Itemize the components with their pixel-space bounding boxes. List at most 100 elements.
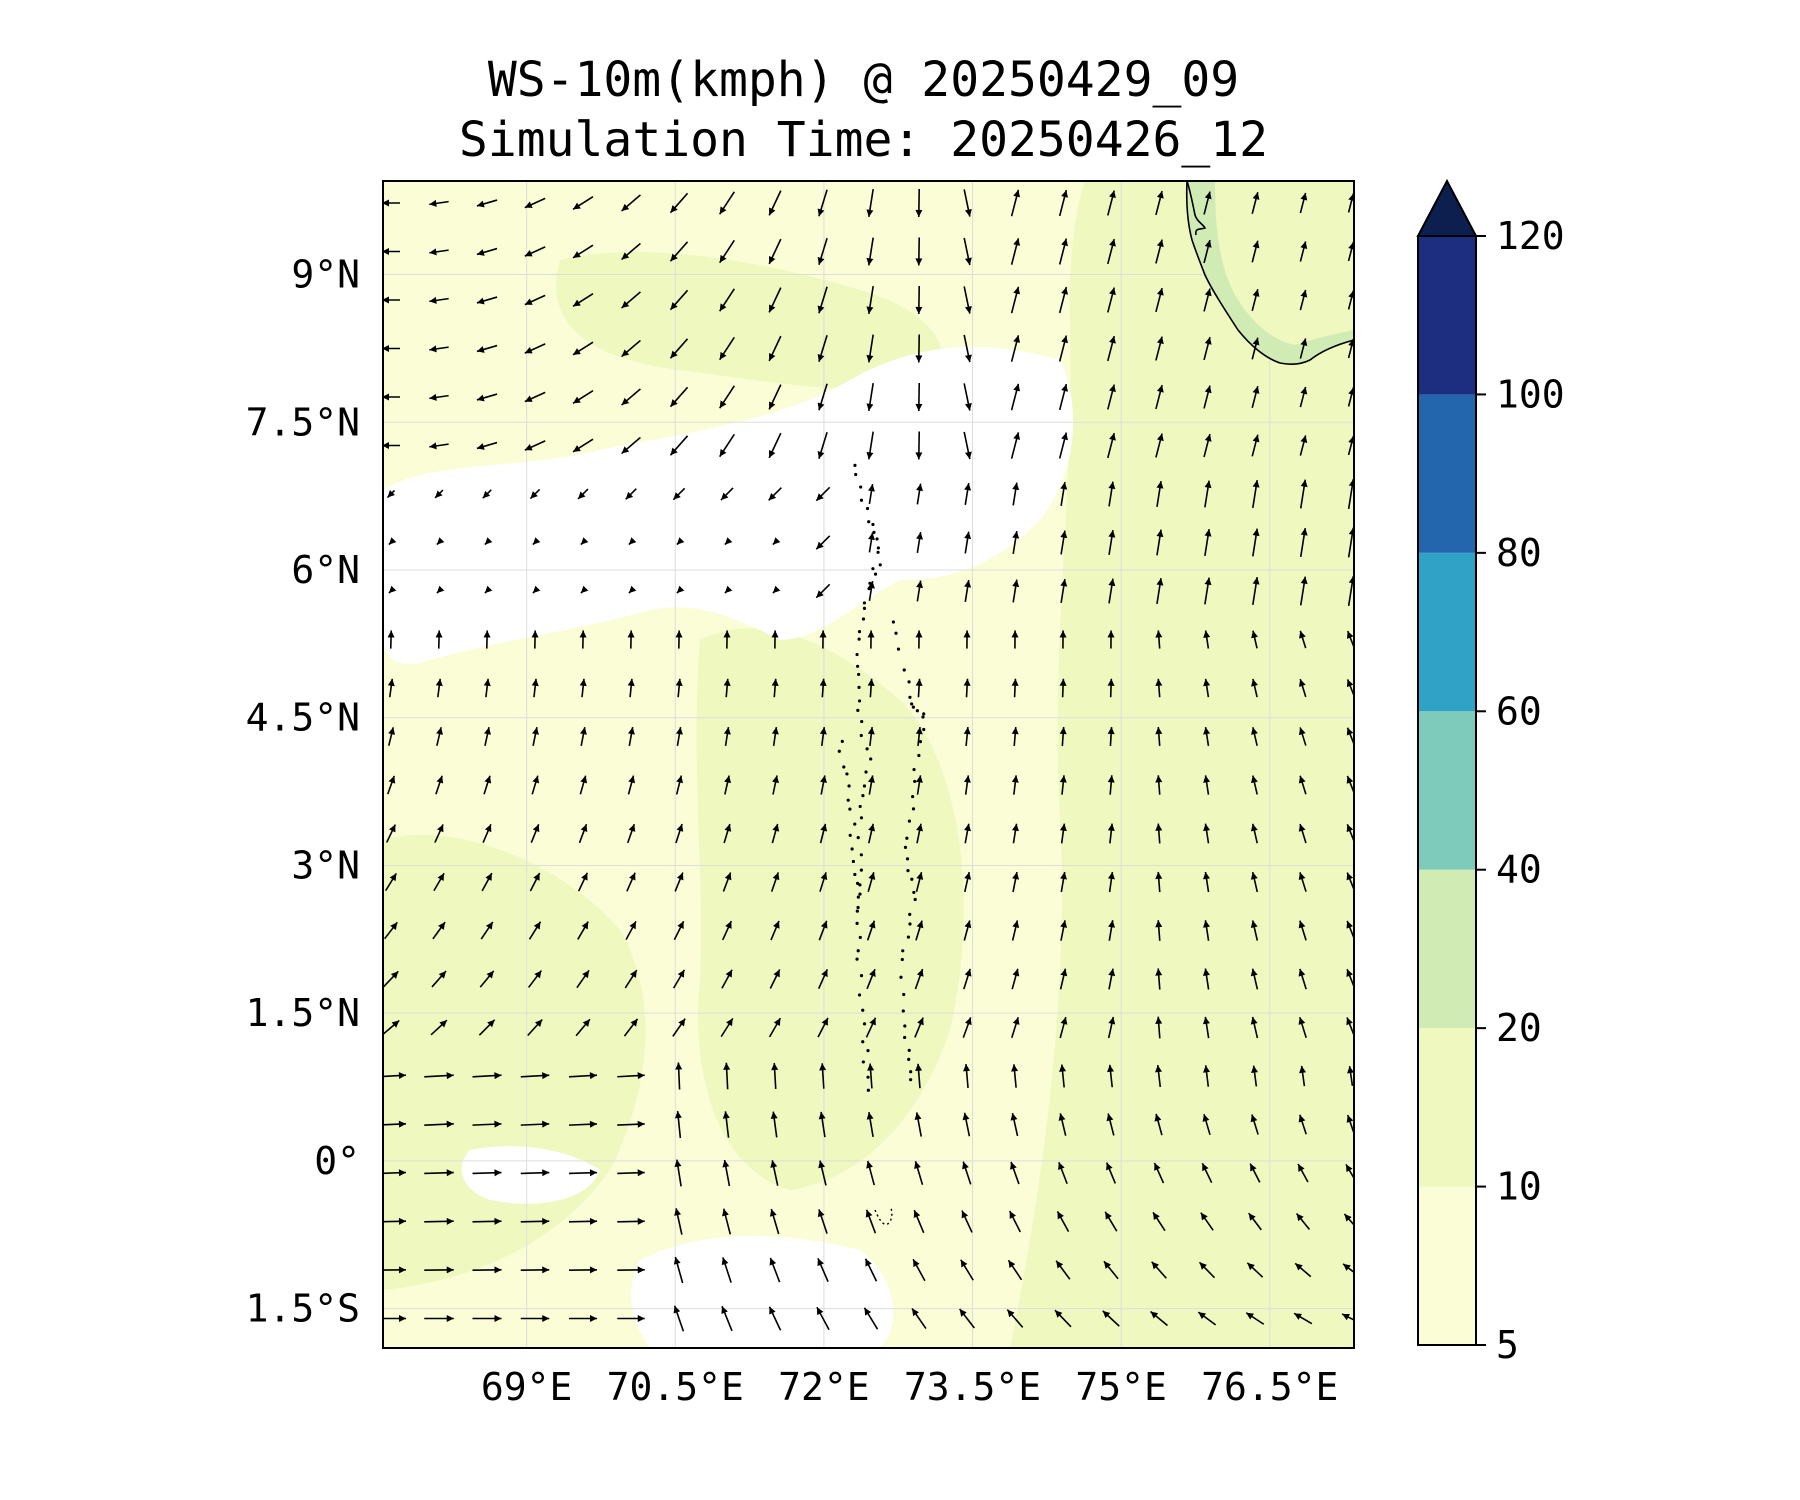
wind-arrow [478,1019,496,1036]
wind-arrow [720,487,734,501]
wind-arrow [1155,190,1164,216]
island-dot [902,668,906,672]
island-dot [900,957,904,962]
wind-arrow [866,431,874,460]
wind-arrow [572,244,594,259]
wind-arrow [476,296,498,305]
wind-arrow [1010,432,1021,459]
wind-arrow [1059,1016,1068,1039]
wind-arrow [429,199,449,207]
calm-area-main [383,346,1074,664]
wind-arrow [580,727,587,746]
island-dot [891,620,895,624]
wind-arrow [520,1072,550,1080]
wind-arrow [770,1160,779,1186]
wind-arrow [675,775,684,795]
wind-arrow [1347,527,1354,558]
wind-arrow [532,585,541,594]
wind-arrow [1107,1016,1116,1039]
wind-arrow [1105,1162,1117,1184]
wind-arrow [1341,1313,1354,1321]
wind-arrow [1155,726,1163,747]
wind-arrow [1298,872,1307,892]
island-dot [875,537,879,541]
wind-arrow [617,1266,645,1274]
wind-arrow [1054,1309,1072,1328]
wind-arrow [1059,630,1067,649]
island-dot [871,567,875,571]
wind-arrow [1058,286,1068,314]
wind-arrow [1056,1211,1070,1232]
wind-arrow [430,1019,448,1036]
wind-arrow [480,921,494,940]
wind-arrow [383,442,400,449]
wind-arrow [1299,1065,1307,1087]
wind-arrow [1010,286,1021,314]
wind-arrow [1203,678,1211,698]
island-dot [909,1070,913,1074]
wind-arrow [866,237,874,266]
wind-arrow [819,823,828,844]
wind-arrow [915,286,923,314]
wind-arrow [617,1217,645,1225]
wind-arrow [484,537,493,546]
map-plot-area [383,181,1354,1348]
wind-arrow [1299,338,1308,359]
wind-arrow [1104,1211,1118,1232]
wind-arrow [429,248,449,256]
wind-arrow [771,1062,779,1090]
colorbar-segment [1418,1186,1476,1345]
wind-arrow [472,1217,502,1225]
wind-arrow [719,239,735,264]
island-dot [861,794,865,798]
wind-arrow [676,585,685,594]
wind-arrow [568,1266,598,1274]
island-dot [859,868,863,872]
wind-arrow [625,488,637,500]
wind-arrow [383,248,400,255]
wind-arrow [1347,435,1354,456]
island-dot [860,719,864,724]
wind-arrow [383,1019,400,1036]
wind-arrow [383,1266,407,1274]
wind-arrow [531,775,540,795]
island-dot [859,733,863,738]
wind-arrow [674,1159,682,1187]
island-dot [855,652,859,657]
wind-arrow [429,345,449,353]
wind-arrow [866,286,874,314]
wind-arrow [1250,871,1259,893]
wind-arrow [1204,577,1212,605]
wind-arrow [866,1160,876,1186]
wind-arrow [817,383,828,411]
wind-arrow [484,585,493,594]
wind-arrow [914,1017,924,1038]
wind-arrow [772,775,779,795]
wind-arrow [1347,290,1354,310]
wind-arrow [1347,193,1354,213]
wind-arrow [383,1315,406,1322]
wind-arrow [963,871,972,893]
wind-arrow [1299,435,1308,456]
wind-arrow [484,727,491,746]
wind-arrow [628,585,637,594]
island-dot [850,847,854,851]
wind-arrow [520,1120,550,1128]
wind-arrow [1345,1163,1354,1180]
wind-arrow [1251,630,1258,649]
wind-arrow [527,1018,543,1037]
wind-arrow [532,727,539,746]
island-dot [865,506,870,511]
x-tick-label: 75°E [1075,1365,1167,1409]
wind-arrow [1010,335,1021,362]
wind-arrow [621,436,641,455]
wind-arrow [621,388,641,406]
wind-arrow [1010,238,1021,265]
wind-arrow [720,1017,734,1038]
wind-arrow [723,823,732,844]
wind-arrow [676,537,685,546]
wind-arrow [1012,871,1020,893]
wind-arrow [674,1208,683,1235]
wind-arrow [1108,481,1116,507]
wind-arrow [624,969,638,989]
